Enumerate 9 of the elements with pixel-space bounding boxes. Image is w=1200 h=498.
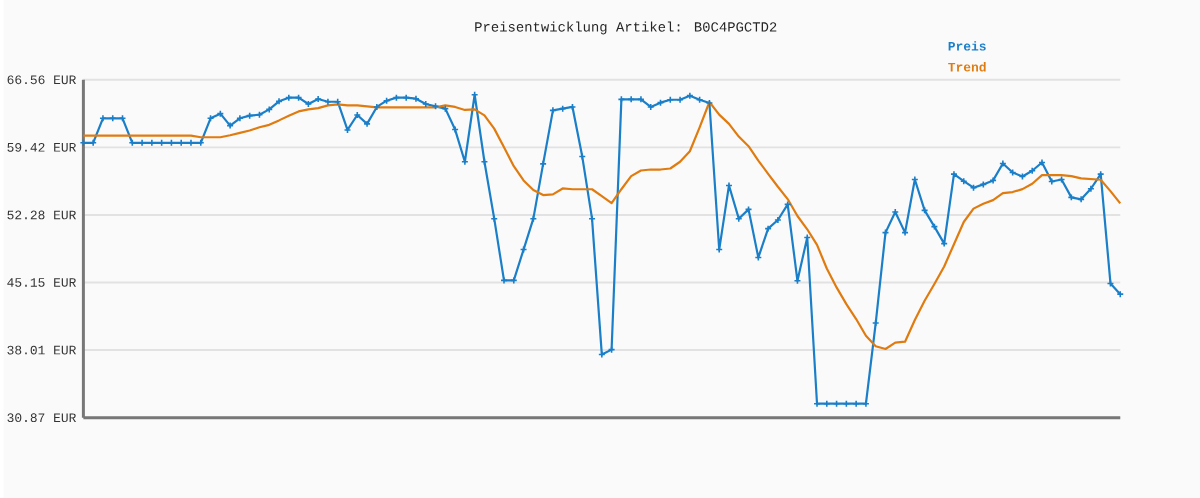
y-tick-label: 30.87 EUR: [7, 413, 77, 422]
y-tick-label: 66.56 EUR: [7, 75, 77, 84]
y-tick-label: 38.01 EUR: [7, 345, 77, 355]
y-tick-label: 59.42 EUR: [7, 142, 77, 152]
chart-title: Preisentwicklung Artikel: B0C4PGCTD2: [475, 21, 777, 35]
y-tick-label: 52.28 EUR: [7, 210, 77, 220]
text: Trend: [948, 61, 986, 72]
y-tick-label: 45.15 EUR: [7, 277, 77, 287]
text: Preis: [948, 40, 986, 51]
